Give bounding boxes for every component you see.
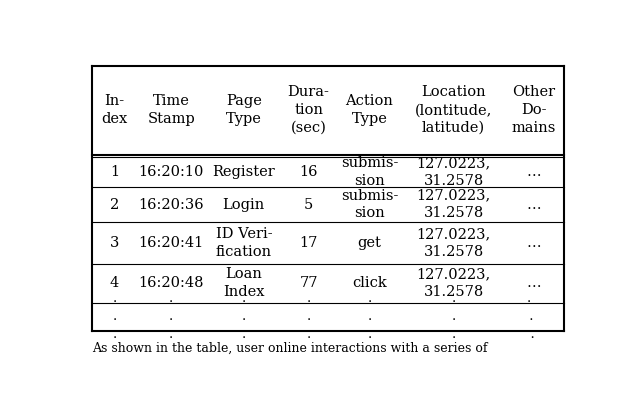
Text: Other
Do-
mains: Other Do- mains <box>511 85 556 135</box>
Text: .
 .
  .: . . . <box>522 292 535 341</box>
Text: .
.
.: . . . <box>242 292 246 341</box>
Text: …: … <box>527 236 541 250</box>
Text: 16:20:36: 16:20:36 <box>138 198 204 211</box>
Text: Loan
Index: Loan Index <box>223 267 264 299</box>
Text: 127.0223,
31.2578: 127.0223, 31.2578 <box>417 227 491 259</box>
Text: 16:20:10: 16:20:10 <box>139 165 204 179</box>
Text: 17: 17 <box>300 236 318 250</box>
Text: click: click <box>352 276 387 290</box>
Text: 16:20:48: 16:20:48 <box>139 276 204 290</box>
Text: .
.
.: . . . <box>112 292 116 341</box>
Text: …: … <box>527 276 541 290</box>
Text: 77: 77 <box>300 276 318 290</box>
Text: .
.
.: . . . <box>367 292 372 341</box>
Text: 127.0223,
31.2578: 127.0223, 31.2578 <box>417 267 491 299</box>
Text: 127.0223,
31.2578: 127.0223, 31.2578 <box>417 189 491 220</box>
Text: .
.
.: . . . <box>169 292 173 341</box>
Text: 16:20:41: 16:20:41 <box>139 236 204 250</box>
Text: ID Veri-
fication: ID Veri- fication <box>216 227 272 259</box>
Text: Location
(lontitude,
latitude): Location (lontitude, latitude) <box>415 85 492 135</box>
Text: .
.
.: . . . <box>451 292 456 341</box>
Text: 5: 5 <box>304 198 313 211</box>
Text: 4: 4 <box>110 276 119 290</box>
Text: Dura-
tion
(sec): Dura- tion (sec) <box>287 85 330 135</box>
Text: Time
Stamp: Time Stamp <box>147 94 195 126</box>
Text: Register: Register <box>212 165 275 179</box>
Text: …: … <box>527 198 541 211</box>
Text: Login: Login <box>223 198 265 211</box>
Text: …: … <box>527 165 541 179</box>
Text: As shown in the table, user online interactions with a series of: As shown in the table, user online inter… <box>92 342 488 355</box>
Text: 3: 3 <box>109 236 119 250</box>
Text: Page
Type: Page Type <box>226 94 262 126</box>
Text: 16: 16 <box>300 165 318 179</box>
Text: Action
Type: Action Type <box>346 94 394 126</box>
Text: 127.0223,
31.2578: 127.0223, 31.2578 <box>417 156 491 188</box>
Text: 2: 2 <box>110 198 119 211</box>
Text: get: get <box>358 236 381 250</box>
Text: .
.
.: . . . <box>307 292 310 341</box>
Text: In-
dex: In- dex <box>101 94 127 126</box>
Text: submis-
sion: submis- sion <box>340 189 398 220</box>
Text: 1: 1 <box>110 165 119 179</box>
Text: submis-
sion: submis- sion <box>340 156 398 188</box>
